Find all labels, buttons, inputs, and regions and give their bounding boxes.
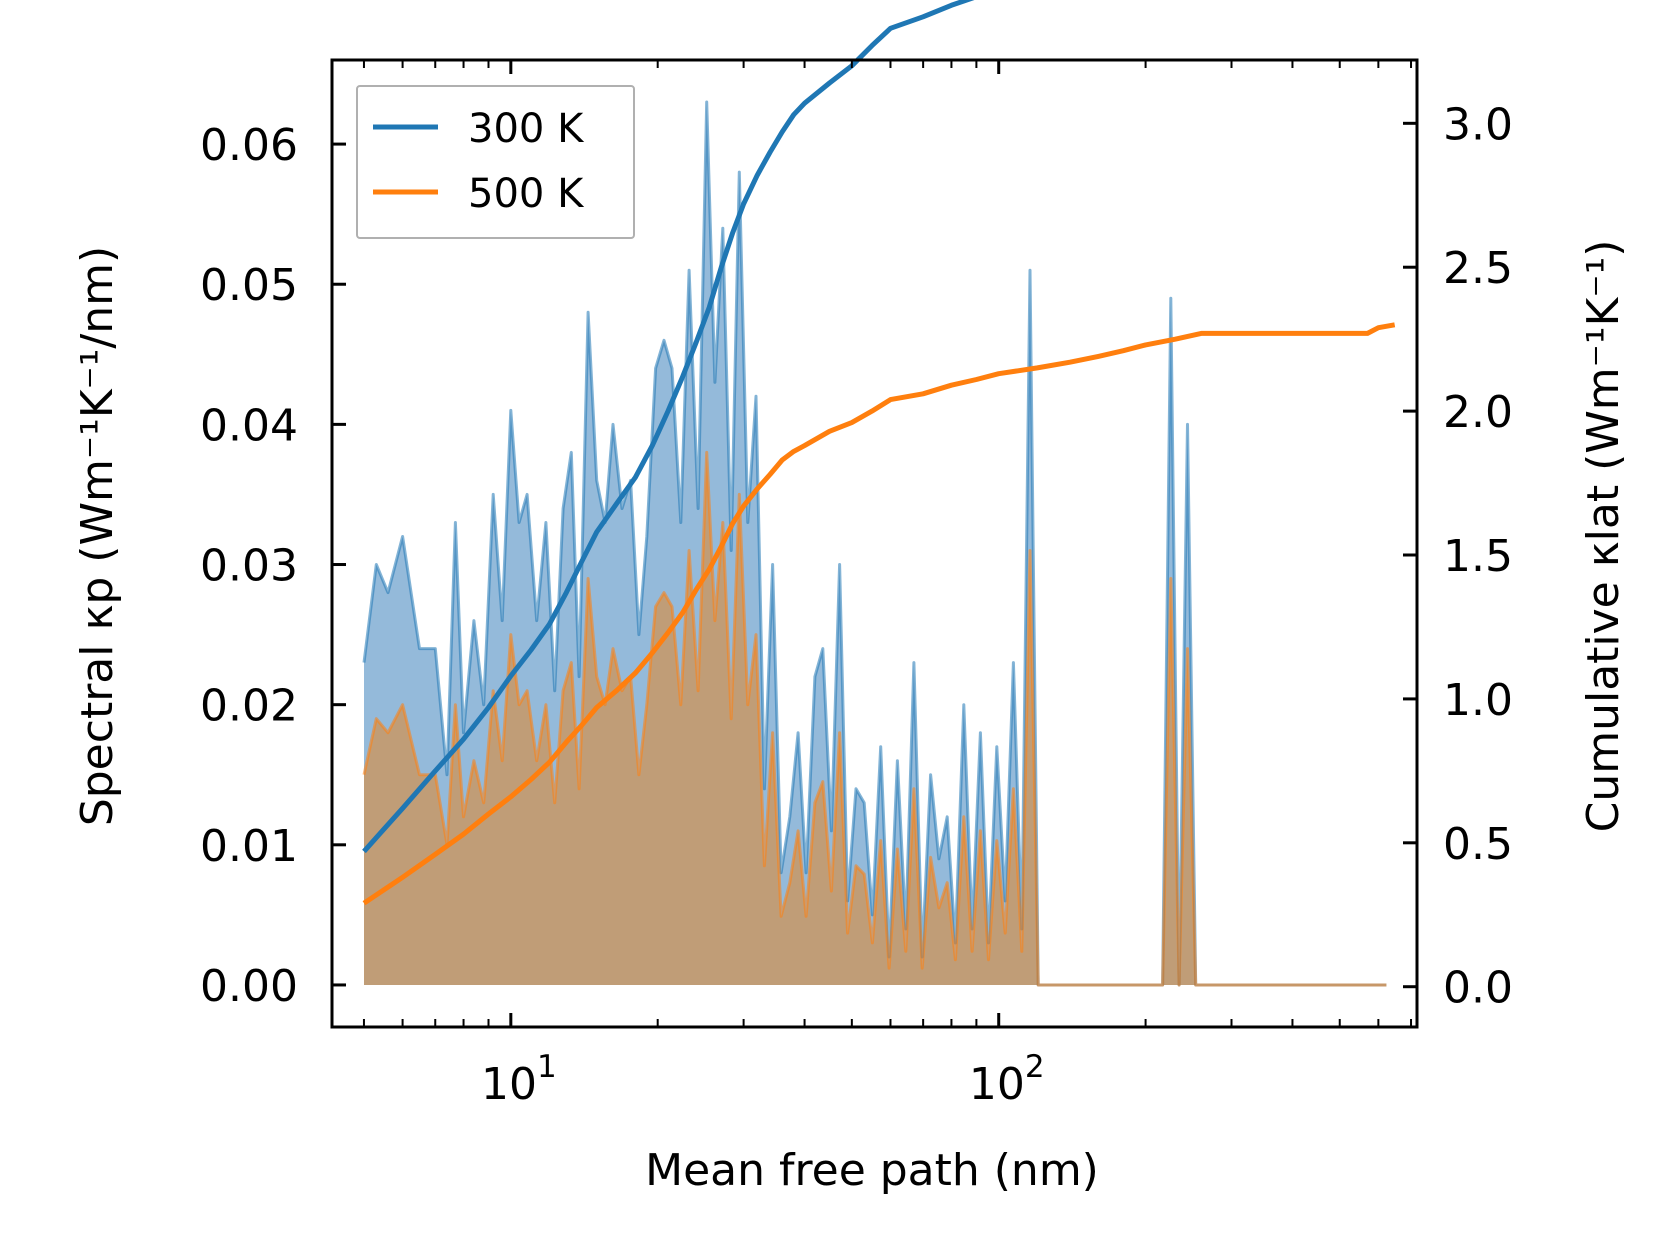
plot-frame <box>330 58 1419 1029</box>
spectral-fill-areas <box>364 102 1387 985</box>
x-tick-label-base: 10 <box>969 1059 1025 1110</box>
y-left-tick-label: 0.05 <box>200 260 298 311</box>
y-right-tick-label: 1.5 <box>1443 531 1513 582</box>
y-right-tick-label: 2.0 <box>1443 387 1513 438</box>
cumulative-300k-line <box>362 0 975 854</box>
cumulative-500k-line <box>362 322 1396 906</box>
legend-label-500k: 500 K <box>468 171 585 217</box>
x-tick-label-exponent: 1 <box>537 1049 557 1085</box>
x-tick-label: 102 <box>969 1049 1045 1110</box>
spectral-lines <box>362 100 1387 987</box>
x-tick-label-exponent: 2 <box>1025 1049 1045 1085</box>
y-left-tick-label: 0.01 <box>200 821 298 872</box>
legend: 300 K 500 K <box>356 85 635 239</box>
y-right-tick-label: 1.0 <box>1443 675 1513 726</box>
x-tick-label: 101 <box>481 1049 557 1110</box>
x-tick-label-base: 10 <box>481 1059 537 1110</box>
y-right-tick-label: 3.0 <box>1443 99 1513 150</box>
legend-box <box>356 85 635 239</box>
y-axis-label-left: Spectral κp (Wm⁻¹K⁻¹/nm) <box>72 246 123 826</box>
cumulative-lines <box>362 0 1396 906</box>
y-tick-labels-right: 0.0 0.5 1.0 1.5 2.0 2.5 3.0 <box>1443 99 1513 1013</box>
y-left-tick-label: 0.02 <box>200 681 298 732</box>
y-left-tick-label: 0.03 <box>200 541 298 592</box>
y-right-tick-label: 2.5 <box>1443 243 1513 294</box>
y-left-tick-label: 0.04 <box>200 400 298 451</box>
x-tick-labels: 101 102 <box>481 1049 1045 1110</box>
y-right-tick-label: 0.0 <box>1443 963 1513 1014</box>
y-left-tick-label: 0.06 <box>200 120 298 171</box>
spectral-500k-fill <box>364 452 1387 985</box>
x-axis-label: Mean free path (nm) <box>645 1145 1099 1196</box>
axis-ticks <box>332 60 1417 1027</box>
y-axis-label-right: Cumulative κlat (Wm⁻¹K⁻¹) <box>1578 240 1629 833</box>
spectral-500k-line <box>362 450 1387 987</box>
y-left-tick-label: 0.00 <box>200 961 298 1012</box>
legend-label-300k: 300 K <box>468 106 585 152</box>
y-tick-labels-left: 0.00 0.01 0.02 0.03 0.04 0.05 0.06 <box>200 120 298 1012</box>
y-right-tick-label: 0.5 <box>1443 819 1513 870</box>
